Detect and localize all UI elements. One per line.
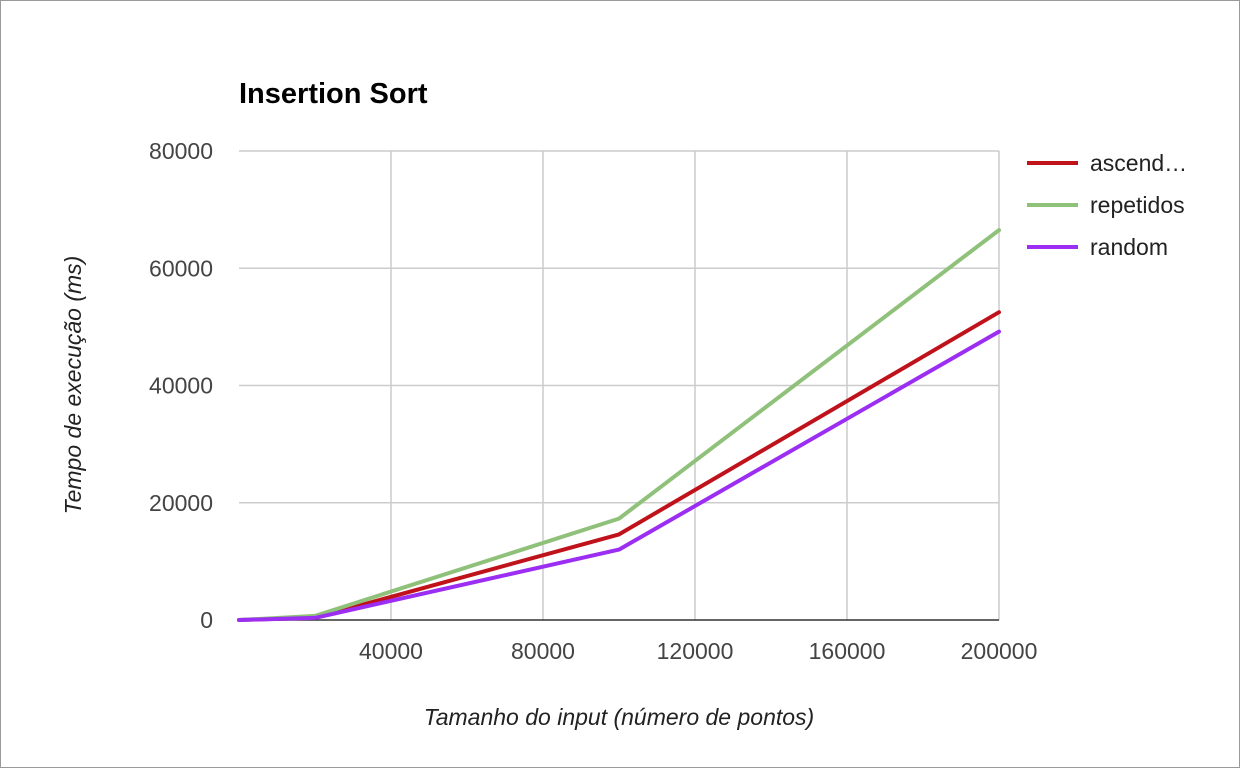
grid-layer xyxy=(239,150,1000,621)
x-tick-label: 160000 xyxy=(809,638,886,664)
y-tick-label: 60000 xyxy=(149,255,213,281)
x-axis-title: Tamanho do input (número de pontos) xyxy=(424,704,814,730)
y-tick-label: 20000 xyxy=(149,490,213,516)
y-tick-label: 40000 xyxy=(149,373,213,399)
y-axis-title: Tempo de execução (ms) xyxy=(60,256,86,515)
chart-title: Insertion Sort xyxy=(239,78,428,110)
y-tick-label: 0 xyxy=(200,607,213,633)
series-layer xyxy=(237,228,1001,622)
tick-layer: 0 20000 40000 60000 80000 40000 80000 120000 160… xyxy=(149,138,1037,664)
legend: ascend… repetidos random xyxy=(1027,150,1187,260)
series-line-1 xyxy=(237,228,1001,622)
series-line-2 xyxy=(237,329,1001,622)
legend-label: repetidos xyxy=(1090,192,1185,218)
x-tick-label: 120000 xyxy=(657,638,734,664)
x-tick-label: 80000 xyxy=(511,638,575,664)
x-tick-label: 200000 xyxy=(961,638,1038,664)
y-tick-label: 80000 xyxy=(149,138,213,164)
series-line-0 xyxy=(237,310,1001,622)
legend-label: random xyxy=(1090,234,1168,260)
x-tick-label: 40000 xyxy=(359,638,423,664)
legend-label: ascend… xyxy=(1090,150,1187,176)
